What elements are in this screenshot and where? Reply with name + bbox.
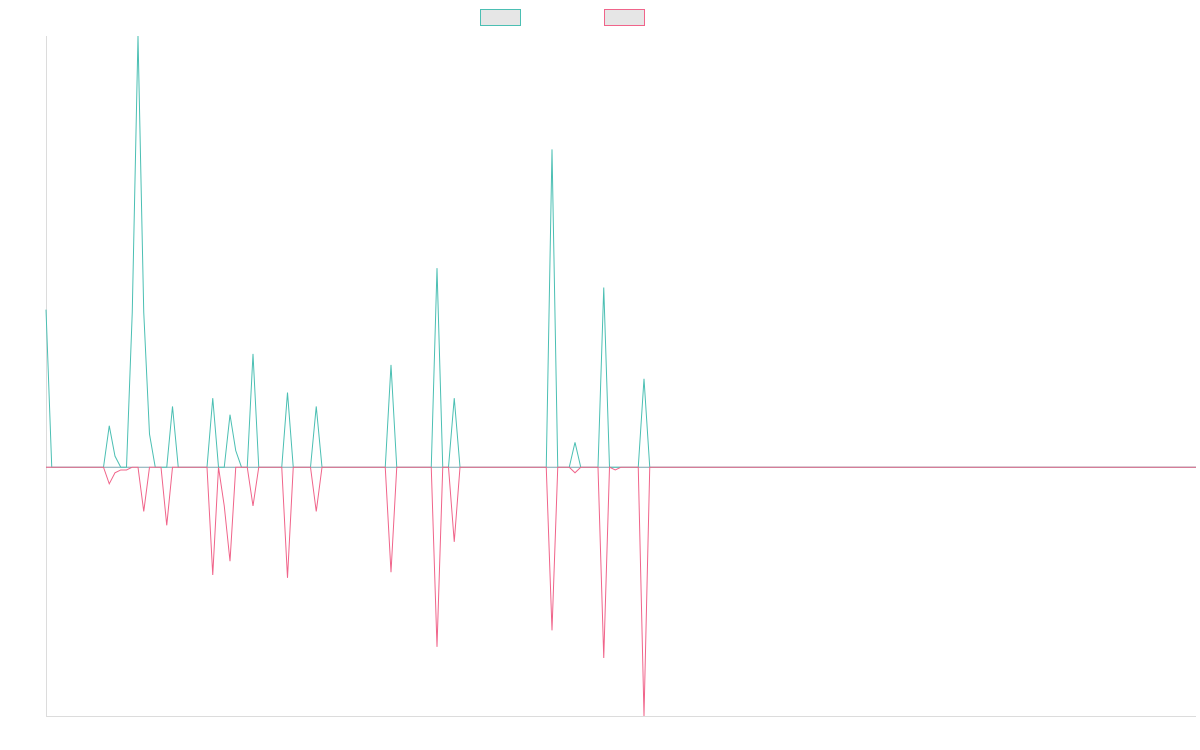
series-line-1 bbox=[45, 35, 1196, 468]
series-line-2 bbox=[46, 466, 1196, 717]
legend-swatch-series-1[interactable] bbox=[480, 9, 521, 26]
legend-swatch-series-2[interactable] bbox=[604, 9, 645, 26]
series-layer bbox=[45, 35, 1196, 717]
